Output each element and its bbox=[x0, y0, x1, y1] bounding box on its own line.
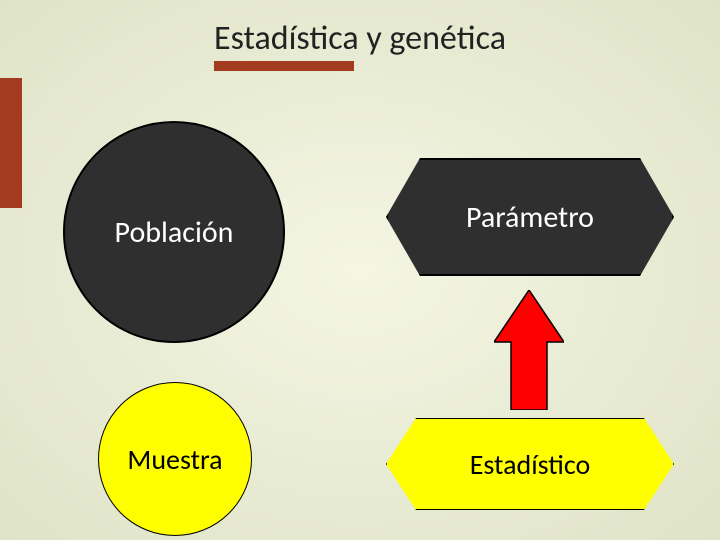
slide: Estadística y genética Población Muestra… bbox=[0, 0, 720, 540]
slide-title: Estadística y genética bbox=[214, 18, 506, 71]
estadistico-label: Estadístico bbox=[470, 447, 591, 482]
slide-title-text: Estadística y genética bbox=[214, 18, 506, 59]
muestra-label: Muestra bbox=[127, 442, 222, 477]
estadistico-hexagon: Estadístico bbox=[386, 418, 674, 510]
parametro-label: Parámetro bbox=[466, 199, 594, 236]
muestra-circle: Muestra bbox=[98, 382, 252, 536]
poblacion-label: Población bbox=[115, 214, 234, 251]
up-arrow bbox=[494, 290, 564, 410]
poblacion-circle: Población bbox=[63, 121, 285, 343]
title-underline bbox=[214, 61, 354, 71]
parametro-hexagon: Parámetro bbox=[386, 158, 674, 276]
title-container: Estadística y genética bbox=[0, 18, 720, 71]
accent-bar bbox=[0, 78, 22, 208]
